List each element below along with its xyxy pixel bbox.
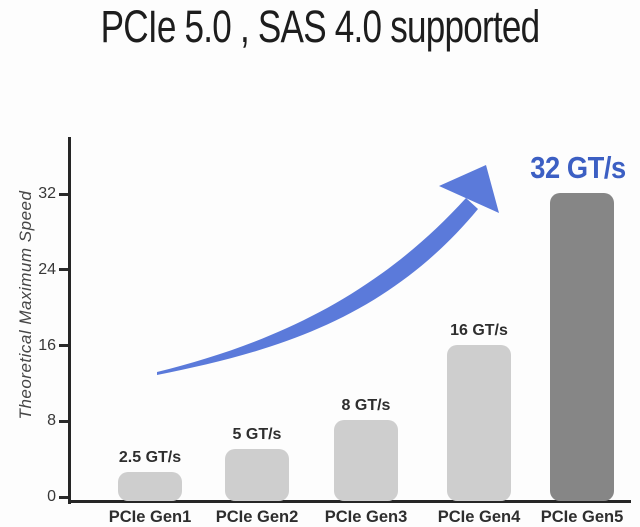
category-label: PCIe Gen4 — [437, 508, 521, 526]
y-tick-mark — [59, 268, 68, 272]
bar-value-label: 2.5 GT/s — [118, 449, 182, 467]
y-tick-mark — [59, 192, 68, 196]
y-tick-label: 8 — [47, 412, 56, 430]
y-tick-label: 0 — [47, 488, 56, 505]
category-label: PCIe Gen2 — [215, 508, 299, 526]
y-axis-title: Theoretical Maximum Speed — [16, 190, 35, 420]
y-tick-mark — [59, 344, 68, 347]
chart-title: PCIe 5.0 , SAS 4.0 supported — [100, 1, 540, 52]
y-tick-label: 16 — [38, 336, 56, 354]
y-tick-mark — [59, 495, 68, 499]
bar-pcie-gen1 — [118, 472, 182, 501]
x-axis-line — [68, 500, 631, 503]
growth-arrow-shaft — [157, 198, 478, 375]
category-label: PCIe Gen3 — [324, 508, 408, 526]
bar-pcie-gen3 — [334, 420, 398, 501]
y-tick-label: 32 — [38, 185, 56, 202]
growth-arrow-head — [439, 165, 499, 213]
category-label: PCIe Gen1 — [108, 508, 192, 526]
bar-pcie-gen5 — [550, 193, 614, 501]
bar-value-label: 16 GT/s — [450, 321, 508, 339]
y-axis-line — [68, 137, 71, 504]
bar-value-label: 8 GT/s — [341, 397, 391, 415]
bar-pcie-gen2 — [225, 448, 289, 501]
bar-value-label: 5 GT/s — [232, 425, 282, 443]
bar-pcie-gen4 — [447, 344, 511, 501]
y-tick-mark — [59, 419, 68, 423]
category-label: PCIe Gen5 — [540, 508, 624, 526]
highlight-value-label: 32 GT/s — [530, 150, 626, 185]
y-tick-label: 24 — [38, 260, 56, 278]
